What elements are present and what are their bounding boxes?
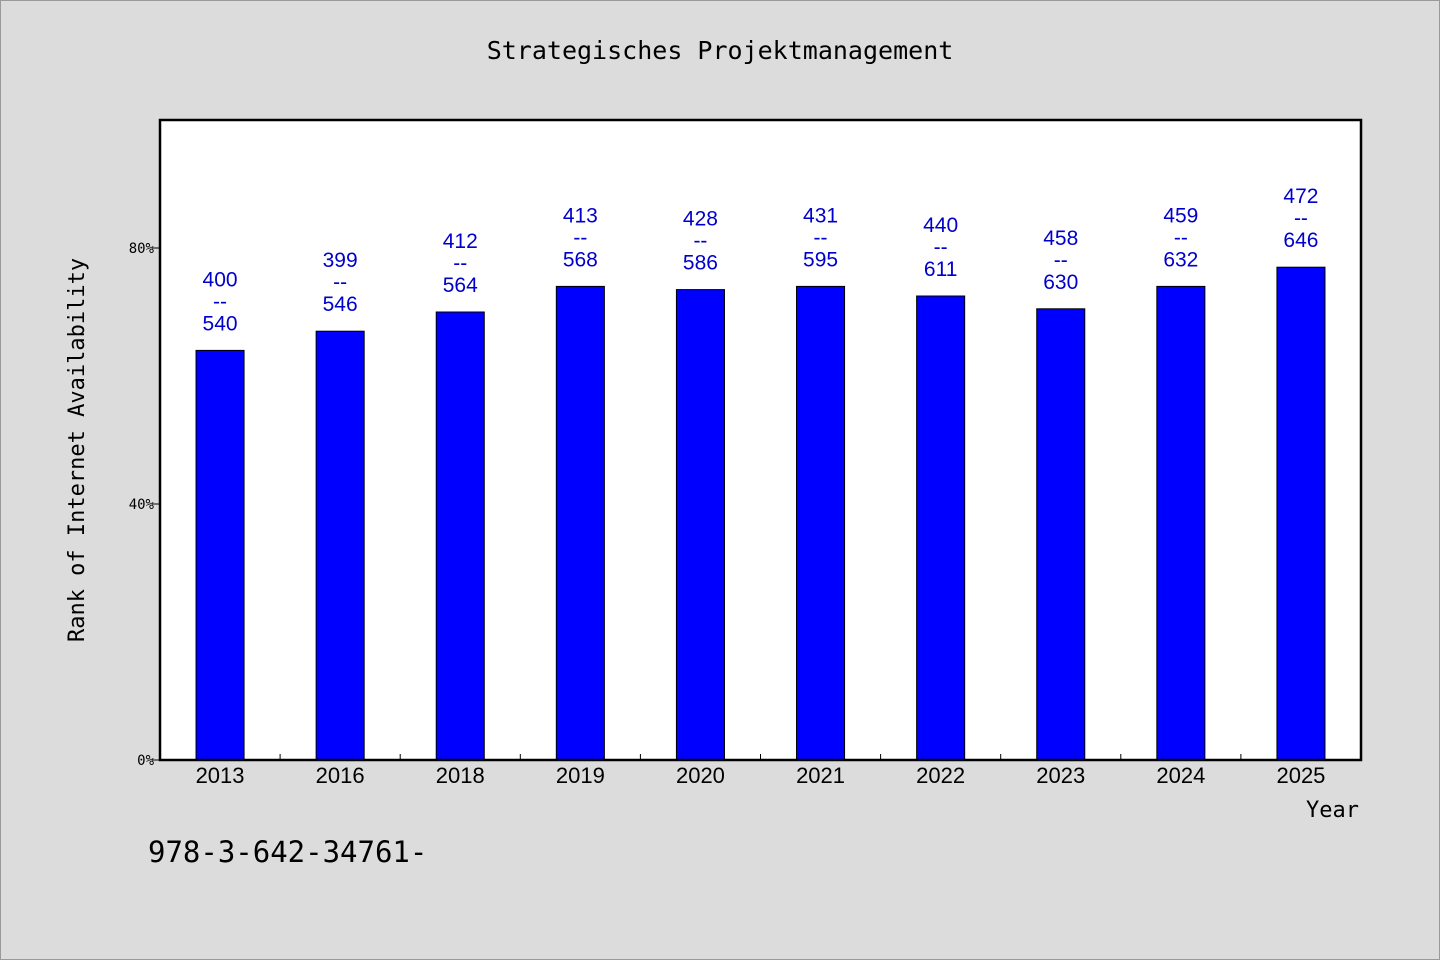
x-tick-label: 2020 xyxy=(676,763,725,788)
data-label: 413 xyxy=(563,204,598,227)
data-label: 472 xyxy=(1283,185,1318,208)
bar xyxy=(1156,285,1206,761)
x-tick-label: 2025 xyxy=(1276,763,1325,788)
bar xyxy=(435,311,485,761)
data-label: 564 xyxy=(443,274,478,297)
data-label: 458 xyxy=(1043,227,1078,250)
bar xyxy=(916,295,966,761)
data-label: 595 xyxy=(803,248,838,271)
data-label: -- xyxy=(1054,249,1068,272)
data-label: -- xyxy=(693,230,707,253)
x-tick-label: 2023 xyxy=(1036,763,1085,788)
data-label: 546 xyxy=(323,293,358,316)
data-label: -- xyxy=(453,252,467,275)
data-label: 431 xyxy=(803,204,838,227)
bar xyxy=(315,330,365,761)
data-label: 459 xyxy=(1163,204,1198,227)
data-label: 440 xyxy=(923,214,958,237)
data-label: 630 xyxy=(1043,271,1078,294)
x-tick-label: 2022 xyxy=(916,763,965,788)
data-label: -- xyxy=(333,271,347,294)
x-tick-label: 2024 xyxy=(1156,763,1205,788)
data-label: -- xyxy=(213,290,227,313)
x-tick-label: 2018 xyxy=(436,763,485,788)
bar xyxy=(195,349,245,761)
data-label: 540 xyxy=(203,312,238,335)
data-label: 400 xyxy=(203,268,238,291)
data-label: 632 xyxy=(1163,248,1198,271)
data-label: 399 xyxy=(323,249,358,272)
data-label: -- xyxy=(573,226,587,249)
chart-title: Strategisches Projektmanagement xyxy=(486,36,954,65)
data-label: -- xyxy=(1174,226,1188,249)
x-tick-label: 2021 xyxy=(796,763,845,788)
data-label: 568 xyxy=(563,248,598,271)
bar xyxy=(1036,308,1086,761)
y-tick-label: 0% xyxy=(137,753,154,769)
data-label: 646 xyxy=(1283,229,1318,252)
data-label: -- xyxy=(814,226,828,249)
data-label: -- xyxy=(934,236,948,259)
data-label: 586 xyxy=(683,252,718,275)
x-axis-title: Year xyxy=(1306,798,1359,823)
y-tick-label: 40% xyxy=(129,497,155,513)
footer-code: 978-3-642-34761- xyxy=(148,835,428,869)
data-label: -- xyxy=(1294,207,1308,230)
bar xyxy=(675,289,725,761)
x-tick-label: 2019 xyxy=(556,763,605,788)
bar xyxy=(555,285,605,761)
data-label: 428 xyxy=(683,208,718,231)
data-label: 611 xyxy=(924,258,957,281)
x-tick-label: 2016 xyxy=(316,763,365,788)
y-tick-label: 80% xyxy=(129,241,155,257)
bar xyxy=(796,285,846,761)
x-tick-label: 2013 xyxy=(196,763,245,788)
bar xyxy=(1276,266,1326,761)
data-label: 412 xyxy=(443,230,478,253)
y-axis-title: Rank of Internet Availability xyxy=(65,258,90,642)
